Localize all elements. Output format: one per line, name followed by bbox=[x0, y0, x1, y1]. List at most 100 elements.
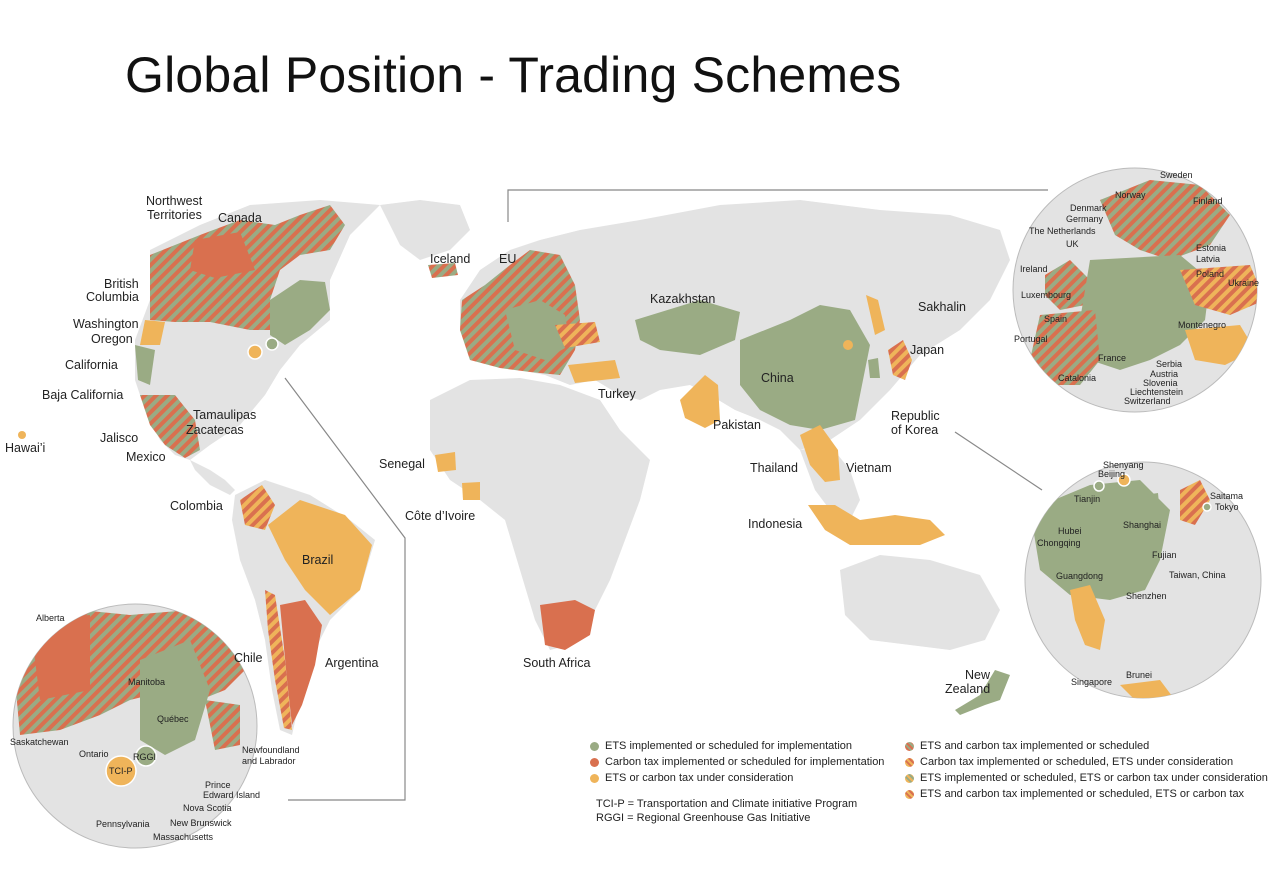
svg-text:Catalonia: Catalonia bbox=[1058, 373, 1096, 383]
svg-text:Norway: Norway bbox=[1115, 190, 1146, 200]
cote-divoire-region bbox=[462, 482, 480, 500]
canada-inset: Alberta Manitoba Saskatchewan Québec Ont… bbox=[10, 603, 300, 849]
legend-swatch-ets-and-tax bbox=[905, 741, 914, 751]
svg-text:of Korea: of Korea bbox=[891, 423, 938, 437]
svg-text:New: New bbox=[965, 668, 991, 682]
legend-label: ETS implemented or scheduled, ETS or car… bbox=[920, 772, 1268, 784]
legend-swatch-ets-consideration bbox=[905, 773, 914, 783]
svg-text:Ukraine: Ukraine bbox=[1228, 278, 1259, 288]
svg-text:Northwest: Northwest bbox=[146, 194, 203, 208]
svg-text:South Africa: South Africa bbox=[523, 656, 590, 670]
legend-label: ETS and carbon tax implemented or schedu… bbox=[920, 740, 1150, 752]
svg-text:California: California bbox=[65, 358, 118, 372]
svg-text:Hawai’i: Hawai’i bbox=[5, 441, 45, 455]
svg-text:UK: UK bbox=[1066, 239, 1079, 249]
senegal-region bbox=[435, 452, 456, 472]
connector-lines bbox=[284, 189, 1048, 801]
iceland-region bbox=[428, 263, 458, 278]
svg-text:Liechtenstein: Liechtenstein bbox=[1130, 387, 1183, 397]
svg-text:Argentina: Argentina bbox=[325, 656, 379, 670]
svg-text:Chongqing: Chongqing bbox=[1037, 538, 1081, 548]
svg-text:Ontario: Ontario bbox=[79, 749, 109, 759]
legend-item-ets-consideration: ETS implemented or scheduled, ETS or car… bbox=[905, 770, 1268, 786]
svg-text:Turkey: Turkey bbox=[598, 387, 636, 401]
ukraine-region bbox=[555, 322, 600, 348]
svg-text:Hubei: Hubei bbox=[1058, 526, 1082, 536]
colombia-region bbox=[240, 485, 275, 530]
svg-text:Zealand: Zealand bbox=[945, 682, 990, 696]
legend-swatch-consideration bbox=[590, 773, 599, 783]
svg-text:Canada: Canada bbox=[218, 211, 262, 225]
svg-text:Republic: Republic bbox=[891, 409, 940, 423]
svg-text:Poland: Poland bbox=[1196, 269, 1224, 279]
svg-text:Slovenia: Slovenia bbox=[1143, 378, 1178, 388]
south-africa-region bbox=[540, 600, 595, 650]
washington-oregon-region bbox=[140, 320, 165, 345]
california-region bbox=[135, 345, 155, 385]
svg-text:Singapore: Singapore bbox=[1071, 677, 1112, 687]
legend-label: Carbon tax implemented or scheduled for … bbox=[605, 756, 885, 768]
thailand-vietnam-region bbox=[800, 425, 840, 482]
svg-text:RGGI: RGGI bbox=[133, 752, 156, 762]
svg-text:Switzerland: Switzerland bbox=[1124, 396, 1171, 406]
svg-text:Estonia: Estonia bbox=[1196, 243, 1226, 253]
svg-text:Edward Island: Edward Island bbox=[203, 790, 260, 800]
svg-text:Jalisco: Jalisco bbox=[100, 431, 138, 445]
svg-text:Iceland: Iceland bbox=[430, 252, 470, 266]
svg-text:France: France bbox=[1098, 353, 1126, 363]
svg-text:Japan: Japan bbox=[910, 343, 944, 357]
svg-text:Brunei: Brunei bbox=[1126, 670, 1152, 680]
svg-text:Saitama: Saitama bbox=[1210, 491, 1243, 501]
svg-text:TCI-P: TCI-P bbox=[109, 766, 133, 776]
svg-text:Indonesia: Indonesia bbox=[748, 517, 802, 531]
svg-text:Mexico: Mexico bbox=[126, 450, 166, 464]
svg-text:Portugal: Portugal bbox=[1014, 334, 1048, 344]
svg-text:EU: EU bbox=[499, 252, 516, 266]
brazil-region bbox=[268, 500, 372, 615]
legend-label: ETS and carbon tax implemented or schedu… bbox=[920, 788, 1245, 800]
argentina-region bbox=[280, 600, 322, 725]
legend-swatch-carbon-tax bbox=[590, 757, 599, 767]
legend-item-ets-tax-consideration: ETS and carbon tax implemented or schedu… bbox=[905, 786, 1268, 802]
svg-text:Brazil: Brazil bbox=[302, 553, 333, 567]
svg-text:Pakistan: Pakistan bbox=[713, 418, 761, 432]
china-pilot-marker bbox=[843, 340, 853, 350]
svg-text:Massachusetts: Massachusetts bbox=[153, 832, 214, 842]
svg-text:The Netherlands: The Netherlands bbox=[1029, 226, 1096, 236]
legend-swatch-ets bbox=[590, 741, 599, 751]
svg-text:China: China bbox=[761, 371, 794, 385]
svg-text:Shenyang: Shenyang bbox=[1103, 460, 1144, 470]
svg-text:Taiwan, China: Taiwan, China bbox=[1169, 570, 1226, 580]
svg-text:Washington: Washington bbox=[73, 317, 139, 331]
abbreviation-notes: TCI-P = Transportation and Climate initi… bbox=[596, 797, 857, 825]
svg-text:Ireland: Ireland bbox=[1020, 264, 1048, 274]
legend-item-carbon-tax: Carbon tax implemented or scheduled for … bbox=[590, 754, 884, 770]
china-region bbox=[740, 305, 870, 430]
legend-swatch-ets-tax-consideration bbox=[905, 789, 914, 799]
svg-text:Finland: Finland bbox=[1193, 196, 1223, 206]
svg-text:Nova Scotia: Nova Scotia bbox=[183, 803, 232, 813]
svg-text:Tamaulipas: Tamaulipas bbox=[193, 408, 256, 422]
legend-swatch-tax-ets-consideration bbox=[905, 757, 914, 767]
europe-inset: Sweden Norway Finland Denmark Germany Th… bbox=[1012, 167, 1259, 413]
legend-item-consideration: ETS or carbon tax under consideration bbox=[590, 770, 884, 786]
slide-title: Global Position - Trading Schemes bbox=[125, 47, 902, 103]
legend-label: ETS implemented or scheduled for impleme… bbox=[605, 740, 853, 752]
rggi-marker bbox=[247, 344, 263, 360]
indonesia-region bbox=[808, 505, 945, 545]
svg-text:Thailand: Thailand bbox=[750, 461, 798, 475]
svg-text:Zacatecas: Zacatecas bbox=[186, 423, 244, 437]
new-zealand-region bbox=[955, 670, 1010, 715]
svg-text:Senegal: Senegal bbox=[379, 457, 425, 471]
svg-text:Guangdong: Guangdong bbox=[1056, 571, 1103, 581]
note-rggi: RGGI = Regional Greenhouse Gas Initiativ… bbox=[596, 812, 811, 824]
svg-text:Newfoundland: Newfoundland bbox=[242, 745, 300, 755]
svg-text:Serbia: Serbia bbox=[1156, 359, 1182, 369]
svg-text:Tianjin: Tianjin bbox=[1074, 494, 1100, 504]
svg-text:Vietnam: Vietnam bbox=[846, 461, 892, 475]
chile-region bbox=[265, 590, 292, 730]
legend-item-ets: ETS implemented or scheduled for impleme… bbox=[590, 738, 884, 754]
svg-text:Prince: Prince bbox=[205, 780, 231, 790]
asia-inset: Beijing Shenyang Tianjin Saitama Tokyo H… bbox=[1024, 460, 1262, 699]
note-tcip: TCI-P = Transportation and Climate initi… bbox=[596, 798, 858, 810]
